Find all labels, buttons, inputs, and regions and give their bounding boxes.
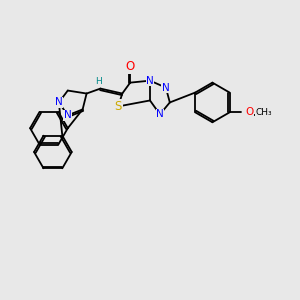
Text: S: S [115, 100, 122, 113]
Text: N: N [156, 109, 164, 119]
Text: N: N [64, 110, 72, 120]
Text: N: N [162, 82, 170, 93]
Text: N: N [55, 98, 63, 107]
Text: O: O [126, 60, 135, 73]
Text: N: N [146, 76, 154, 85]
Text: O: O [245, 107, 253, 117]
Text: H: H [95, 77, 102, 86]
Text: CH₃: CH₃ [256, 108, 273, 117]
